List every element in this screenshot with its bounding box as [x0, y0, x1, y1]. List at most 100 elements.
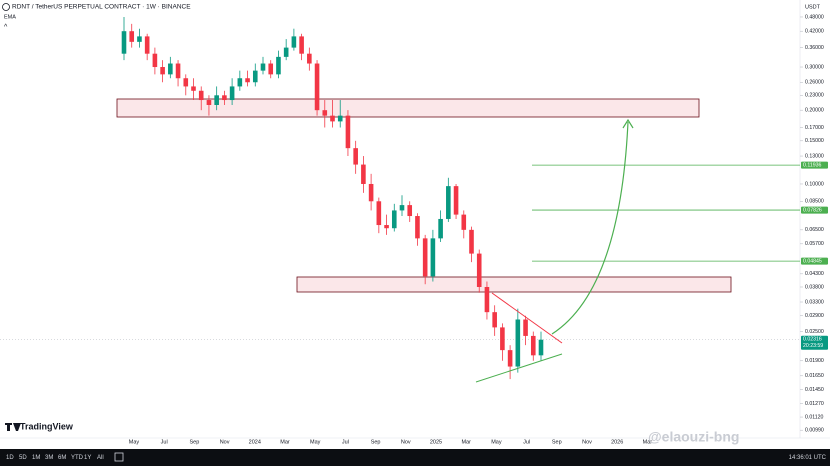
date-range-button[interactable]	[114, 452, 124, 462]
x-tick-label: Jul	[161, 439, 168, 445]
candle-body	[461, 214, 467, 230]
y-tick-label: 0.23000	[805, 93, 824, 99]
indicator-label[interactable]: EMA	[4, 14, 16, 20]
clock: 14:36:01 UTC	[789, 455, 827, 461]
x-tick-label: Nov	[401, 439, 411, 445]
candle-body	[229, 86, 235, 101]
x-tick-label: 2026	[611, 439, 623, 445]
range-button[interactable]: 6M	[58, 455, 66, 461]
x-tick-label: Sep	[190, 439, 200, 445]
y-tick-label: 0.36000	[805, 45, 824, 51]
projection-arrow	[551, 121, 629, 335]
current-price-tag	[801, 335, 828, 350]
x-tick-label: May	[491, 439, 502, 445]
range-button[interactable]: 3M	[45, 455, 53, 461]
y-tick-label: 0.10000	[805, 181, 824, 187]
candle-body	[214, 95, 219, 105]
y-tick-label: 0.01120	[805, 414, 823, 420]
candle-body	[337, 115, 343, 122]
candle-body	[252, 70, 258, 83]
candle-body	[160, 67, 165, 75]
y-tick-label: 0.01270	[805, 401, 824, 407]
y-tick-label: 0.02500	[805, 329, 824, 335]
range-button[interactable]: 1Y	[84, 455, 91, 461]
candle-body	[438, 218, 443, 239]
candle-body	[500, 327, 505, 351]
target-label: 0.07826	[803, 207, 822, 213]
candle-body	[307, 53, 312, 64]
x-tick-label: Sep	[371, 439, 381, 445]
x-tick-label: Mar	[643, 439, 653, 445]
y-tick-label: 0.01900	[805, 358, 824, 364]
currency-label[interactable]: USDT	[805, 4, 821, 10]
range-button[interactable]: 5D	[19, 455, 27, 461]
candle-body	[322, 110, 328, 116]
y-tick-label: 0.13000	[805, 153, 824, 159]
candle-body	[237, 78, 243, 87]
candle-body	[330, 115, 335, 122]
candle-body	[299, 36, 304, 54]
y-tick-label: 0.03800	[805, 284, 824, 290]
candle-body	[245, 78, 250, 83]
range-button[interactable]: 1M	[32, 455, 40, 461]
candle-body	[121, 31, 127, 54]
candle-body	[260, 63, 266, 71]
y-tick-label: 0.04300	[805, 271, 824, 277]
collapse-button[interactable]: ^	[4, 24, 8, 31]
x-tick-label: Nov	[220, 439, 230, 445]
candle-body	[492, 312, 497, 328]
candle-body	[407, 205, 413, 217]
range-button[interactable]: 1D	[6, 455, 14, 461]
logo-icon	[5, 423, 21, 431]
logo[interactable]: TradingView	[20, 421, 74, 431]
y-tick-label: 0.48000	[805, 14, 824, 20]
target-tag	[801, 257, 828, 265]
target-label: 0.11936	[803, 163, 821, 169]
candle-body	[222, 95, 227, 101]
candle-body	[129, 31, 135, 42]
candle-body	[361, 164, 366, 184]
y-tick-label: 0.02900	[805, 313, 824, 319]
x-tick-label: Jul	[523, 439, 530, 445]
candle-body	[152, 53, 158, 68]
y-tick-label: 0.17000	[805, 125, 824, 131]
y-tick-label: 0.03300	[805, 299, 824, 305]
candle-body	[291, 36, 297, 48]
candle-body	[144, 36, 150, 54]
target-tag	[801, 206, 828, 214]
triangle-upper	[491, 292, 563, 344]
watermark: @elaouzi-bng	[648, 429, 739, 445]
candle-body	[391, 210, 397, 229]
x-tick-label: 2024	[249, 439, 261, 445]
candle-body	[206, 100, 212, 105]
candle-body	[515, 319, 521, 367]
arrow-head	[622, 118, 634, 129]
x-tick-label: Nov	[582, 439, 592, 445]
y-tick-label: 0.06500	[805, 227, 824, 233]
candle-body	[453, 186, 459, 215]
range-button[interactable]: All	[97, 455, 104, 461]
candle-body	[530, 335, 536, 356]
candle-body	[183, 78, 189, 87]
y-tick-label: 0.00990	[805, 428, 824, 434]
candle-body	[283, 47, 289, 57]
support-zone	[296, 276, 732, 293]
y-tick-label: 0.42000	[805, 29, 824, 35]
candle-body	[198, 90, 204, 101]
current-price-label: 0.02316	[803, 337, 822, 343]
candle-body	[384, 225, 389, 229]
symbol-title: RDNT / TetherUS PERPETUAL CONTRACT · 1W …	[12, 4, 191, 11]
y-tick-label: 0.30000	[805, 64, 824, 70]
x-tick-label: Jul	[342, 439, 349, 445]
toolbar	[0, 449, 830, 466]
symbol-icon	[2, 3, 10, 11]
range-button[interactable]: YTD	[71, 455, 84, 461]
y-tick-label: 0.05700	[805, 241, 824, 247]
candle-body	[268, 63, 274, 75]
x-tick-label: Mar	[280, 439, 290, 445]
candle-body	[484, 286, 490, 313]
candle-body	[538, 339, 544, 356]
candle-body	[175, 63, 181, 79]
